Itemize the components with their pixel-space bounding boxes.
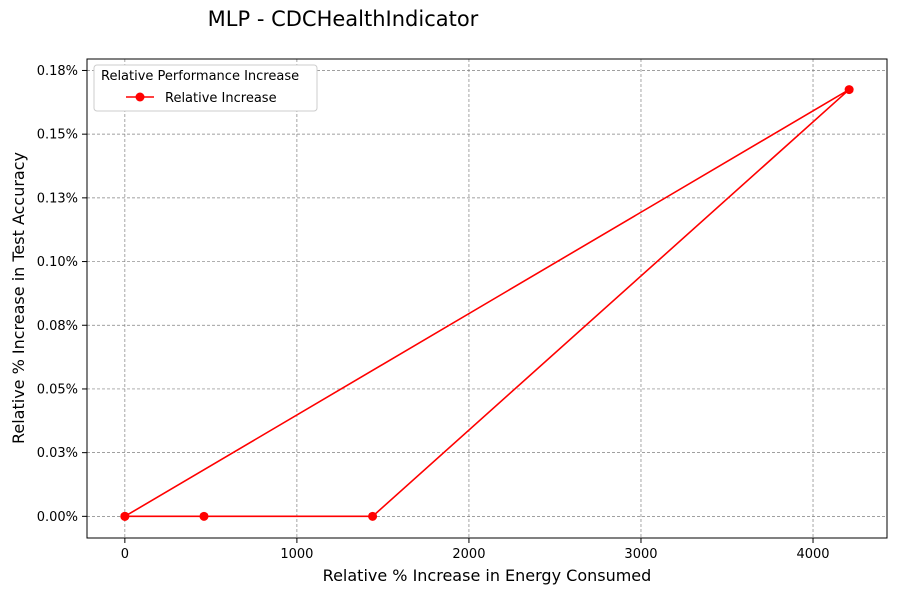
x-axis-label: Relative % Increase in Energy Consumed [323, 566, 652, 585]
y-tick-label: 0.15% [37, 128, 78, 143]
x-tick-label: 2000 [452, 547, 485, 562]
y-tick-label: 0.00% [37, 510, 78, 525]
legend-marker-swatch [135, 92, 145, 102]
legend-entry-label: Relative Increase [165, 91, 277, 106]
grid [87, 59, 887, 538]
legend: Relative Performance Increase Relative I… [93, 64, 318, 112]
legend-box [93, 64, 318, 112]
x-axis: 0 1000 2000 3000 4000 [121, 538, 830, 562]
y-tick-label: 0.18% [37, 64, 78, 79]
y-tick-label: 0.13% [37, 191, 78, 206]
data-point [199, 511, 209, 521]
chart-title: MLP - CDCHealthIndicator [208, 7, 479, 31]
x-tick-label: 4000 [796, 547, 829, 562]
x-tick-label: 1000 [280, 547, 313, 562]
legend-title: Relative Performance Increase [101, 69, 299, 84]
series-line [124, 88, 850, 518]
y-tick-label: 0.10% [37, 255, 78, 270]
y-axis: 0.00% 0.03% 0.05% 0.08% 0.10% 0.13% 0.15% 0.18% [37, 64, 87, 525]
series-layer [120, 85, 854, 521]
data-point [368, 511, 378, 521]
y-axis-label: Relative % Increase in Test Accuracy [9, 152, 28, 444]
y-tick-label: 0.03% [37, 446, 78, 461]
data-point [120, 511, 130, 521]
data-point [844, 85, 854, 95]
y-tick-label: 0.08% [37, 319, 78, 334]
x-tick-label: 0 [121, 547, 129, 562]
x-tick-label: 3000 [624, 547, 657, 562]
y-tick-label: 0.05% [37, 382, 78, 397]
plot-area-frame [86, 58, 888, 539]
